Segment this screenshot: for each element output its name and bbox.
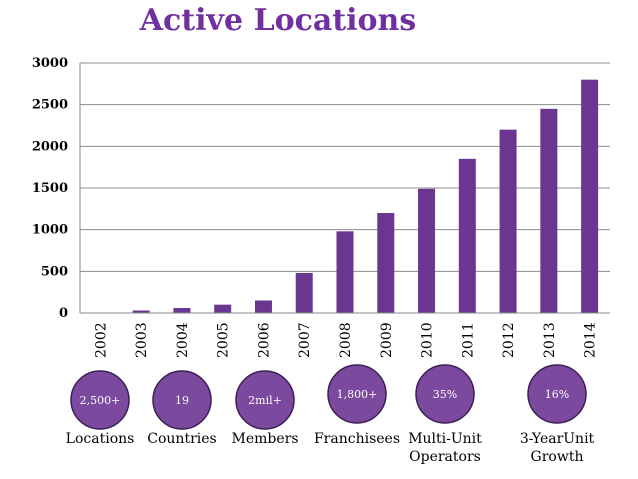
stat-label: Growth: [531, 449, 584, 465]
stat-item: 19 Countries: [147, 370, 217, 447]
stat-bubble: [327, 364, 387, 424]
bar-2006: [254, 300, 272, 313]
stat-label: Franchisees: [314, 431, 400, 447]
stat-label: Multi-Unit: [408, 431, 482, 447]
x-tick-label: 2007: [297, 322, 313, 358]
x-tick-label: 2014: [583, 322, 599, 358]
stat-value: 16%: [545, 388, 569, 401]
x-tick-label: 2002: [93, 322, 109, 358]
y-tick-label: 2500: [32, 98, 68, 113]
x-tick-label: 2011: [460, 322, 476, 358]
x-tick-label: 2012: [501, 322, 517, 358]
stat-bubble: [70, 370, 130, 430]
x-tick-label: 2003: [134, 322, 150, 358]
stat-value: 35%: [433, 388, 457, 401]
x-tick-label: 2013: [542, 322, 558, 358]
stat-bubble: [152, 370, 212, 430]
y-axis-ticks: 0 500 1000 1500 2000 2500 3000: [32, 56, 68, 321]
stat-value: 19: [175, 394, 189, 407]
x-tick-label: 2004: [175, 322, 191, 358]
x-tick-label: 2008: [338, 322, 354, 358]
x-tick-label: 2006: [256, 322, 272, 358]
x-tick-label: 2009: [379, 322, 395, 358]
bar-2011: [458, 158, 476, 313]
y-tick-label: 1500: [32, 181, 68, 196]
x-axis-ticks: 2002 2003 2004 2005 2006 2007 2008 2009 2010 2011…: [93, 322, 598, 358]
bar-2005: [214, 304, 232, 313]
stat-bubble: [235, 370, 295, 430]
gridlines: [80, 62, 610, 272]
stat-item: 1,800+ Franchisees: [314, 364, 400, 447]
y-tick-label: 1000: [32, 223, 68, 238]
bar-2003: [132, 310, 150, 313]
y-tick-label: 500: [41, 264, 68, 279]
y-tick-label: 3000: [32, 56, 68, 71]
stat-value: 2mil+: [248, 394, 282, 407]
stat-label: 3-YearUnit: [520, 431, 595, 447]
stats-row: 2,500+ Locations 19 Countries 2mil+ Members 1,…: [66, 364, 595, 465]
bar-2009: [377, 213, 395, 313]
bar-2010: [418, 188, 436, 313]
stat-label: Countries: [147, 431, 216, 447]
stat-value: 1,800+: [337, 388, 378, 401]
stat-item: 2mil+ Members: [231, 370, 299, 447]
bar-2014: [581, 79, 599, 314]
stat-bubble: [415, 364, 475, 424]
stat-item: 35% Multi-Unit Operators: [408, 364, 482, 465]
bar-2013: [540, 108, 558, 313]
x-tick-label: 2005: [216, 322, 232, 358]
stat-label: Operators: [409, 449, 481, 465]
bars: [91, 79, 599, 314]
stat-item: 2,500+ Locations: [66, 370, 135, 447]
y-tick-label: 2000: [32, 139, 68, 154]
stat-bubble: [527, 364, 587, 424]
bar-2007: [295, 273, 313, 313]
chart-title: Active Locations: [139, 3, 417, 38]
y-tick-label: 0: [59, 306, 68, 321]
stat-label: Members: [231, 431, 298, 447]
bar-2012: [499, 129, 517, 313]
bar-2004: [173, 308, 191, 313]
stat-value: 2,500+: [80, 394, 121, 407]
bar-2008: [336, 231, 354, 313]
stat-item: 16% 3-YearUnit Growth: [520, 364, 595, 465]
stat-label: Locations: [66, 431, 135, 447]
x-tick-label: 2010: [420, 322, 436, 358]
